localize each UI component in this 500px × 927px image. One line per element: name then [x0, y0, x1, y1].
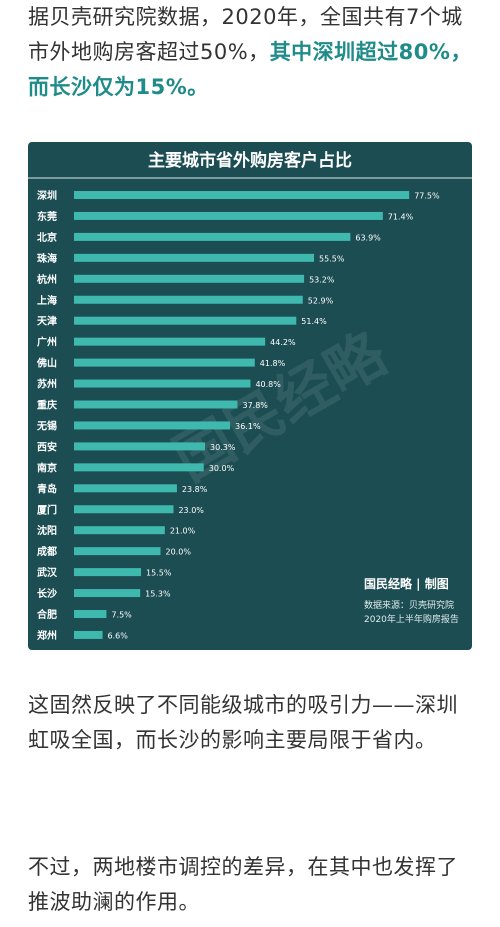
category-label: 深圳	[37, 189, 57, 202]
category-label: 上海	[37, 294, 57, 307]
bar	[74, 295, 303, 304]
value-label: 44.2%	[270, 338, 296, 347]
category-label: 沈阳	[37, 524, 57, 537]
value-label: 15.5%	[146, 569, 172, 578]
value-label: 55.5%	[319, 254, 345, 263]
bar	[74, 253, 315, 262]
value-label: 40.8%	[255, 380, 281, 389]
value-label: 7.5%	[111, 611, 132, 620]
value-label: 36.1%	[235, 422, 261, 431]
category-label: 厦门	[37, 503, 57, 516]
value-label: 20.0%	[166, 548, 192, 557]
category-label: 武汉	[37, 566, 58, 579]
bar	[74, 630, 103, 639]
category-label: 合肥	[36, 608, 57, 621]
conclusion-paragraph: 不过，两地楼市调控的差异，在其中也发挥了推波助澜的作用。	[28, 855, 458, 914]
analysis-paragraph: 这固然反映了不同能级城市的吸引力——深圳虹吸全国，而长沙的影响主要局限于省内。	[28, 693, 458, 752]
value-label: 71.4%	[388, 212, 414, 221]
bar	[74, 191, 410, 199]
bar	[74, 400, 238, 409]
credit-report: 2020年上半年购房报告	[364, 613, 459, 625]
category-label: 北京	[37, 231, 57, 244]
value-label: 52.9%	[308, 296, 334, 305]
value-label: 63.9%	[355, 233, 381, 242]
category-label: 成都	[37, 545, 57, 558]
city-buyer-ratio-chart: 主要城市省外购房客户占比 国民经略 深圳 77.5% 东莞 71.4% 北京 63.9% 珠海 5…	[28, 142, 472, 650]
category-label: 重庆	[37, 399, 57, 412]
category-label: 天津	[37, 315, 57, 328]
value-label: 23.8%	[182, 485, 208, 494]
bar	[74, 274, 305, 283]
category-label: 杭州	[37, 273, 57, 286]
category-label: 苏州	[37, 378, 57, 391]
bar	[74, 316, 297, 325]
intro-text: 据贝壳研究院数据，2020年，全国共有7个城市外地购房客超过50%，	[28, 5, 463, 64]
category-label: 南京	[37, 461, 57, 474]
chart-title: 主要城市省外购房客户占比	[148, 150, 352, 171]
category-label: 广州	[37, 336, 57, 349]
bar	[74, 379, 251, 388]
bar	[74, 421, 231, 430]
credit-brand: 国民经略 | 制图	[364, 576, 449, 591]
bar	[74, 442, 206, 451]
value-label: 37.8%	[242, 401, 268, 410]
value-label: 53.2%	[309, 275, 335, 284]
bar	[74, 232, 351, 241]
category-label: 东莞	[37, 210, 57, 223]
bar	[74, 589, 141, 598]
bar	[74, 211, 383, 220]
intro-highlight-text: 其中深圳超过80%，而长沙仅为15%。	[28, 40, 472, 99]
bar	[74, 568, 142, 577]
bar	[74, 337, 266, 346]
value-label: 77.5%	[414, 192, 440, 201]
bar	[74, 547, 161, 556]
category-label: 无锡	[36, 419, 57, 432]
value-label: 51.4%	[301, 317, 327, 326]
bar	[74, 505, 174, 514]
value-label: 21.0%	[170, 527, 196, 536]
category-label: 珠海	[37, 252, 57, 265]
bar	[74, 463, 204, 472]
value-label: 6.6%	[108, 631, 129, 640]
bar	[74, 526, 165, 535]
value-label: 23.0%	[178, 506, 204, 515]
value-label: 30.3%	[210, 443, 236, 452]
bar	[74, 610, 107, 618]
bar	[74, 358, 255, 367]
category-label: 青岛	[37, 482, 57, 495]
category-label: 郑州	[37, 629, 57, 642]
value-label: 41.8%	[260, 359, 286, 368]
credit-source: 数据来源：贝壳研究院	[364, 599, 454, 611]
value-label: 30.0%	[209, 464, 235, 473]
value-label: 15.3%	[145, 590, 171, 599]
bar	[74, 484, 177, 493]
intro-paragraph: 据贝壳研究院数据，2020年，全国共有7个城市外地购房客超过50%，其中深圳超过…	[28, 0, 478, 105]
category-label: 长沙	[37, 587, 57, 600]
category-label: 佛山	[36, 357, 57, 370]
category-label: 西安	[37, 440, 57, 453]
